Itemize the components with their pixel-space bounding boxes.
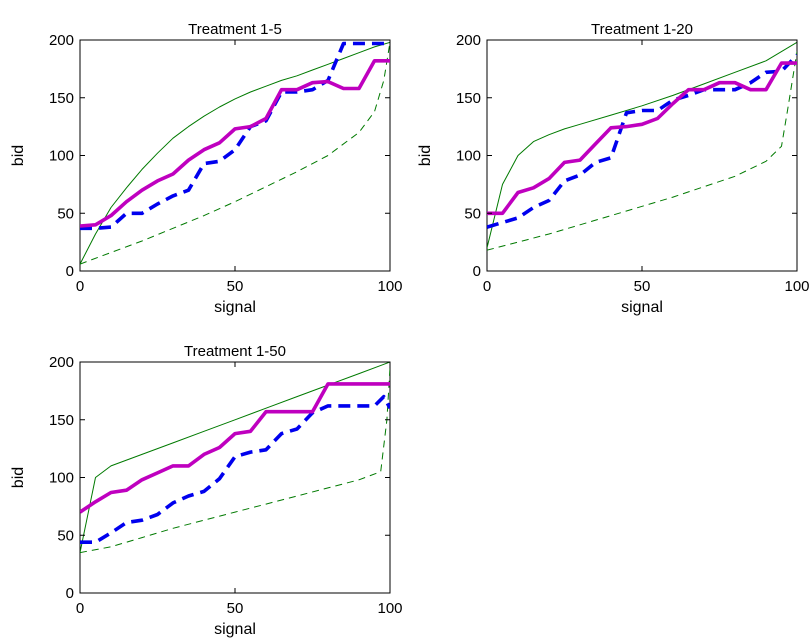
x-tick-label: 0 <box>76 278 84 295</box>
series-line-thin-dashed <box>487 51 797 251</box>
x-tick-label: 100 <box>377 278 402 295</box>
chart-panel-1: 0 50 100 0 50 100 150 200 Treatment 1-5 signal bid <box>10 21 403 316</box>
y-tick-label: 100 <box>456 148 481 165</box>
y-tick-label: 200 <box>456 32 481 49</box>
chart-title: Treatment 1-5 <box>188 21 282 38</box>
series-line-thin-dashed <box>80 367 390 554</box>
x-tick-label: 0 <box>483 278 491 295</box>
y-tick-label: 200 <box>49 354 74 371</box>
y-tick-label: 100 <box>49 470 74 487</box>
x-axis-label: signal <box>214 621 256 638</box>
plot-frame <box>79 361 391 594</box>
y-axis-label: bid <box>10 145 27 166</box>
y-tick-label: 150 <box>49 90 74 107</box>
x-tick-label: 100 <box>377 600 402 617</box>
y-tick-label: 0 <box>66 263 74 280</box>
chart-panel-2: 0 50 100 0 50 100 150 200 Treatment 1-20 signal bi… <box>417 21 810 316</box>
x-tick-label: 50 <box>227 600 244 617</box>
x-axis-label: signal <box>214 299 256 316</box>
chart-panel-3: 0 50 100 0 50 100 150 200 Treatment 1-50 signal bi… <box>10 343 403 638</box>
plot-frame <box>79 39 391 272</box>
chart-title: Treatment 1-50 <box>184 343 286 360</box>
y-axis-label: bid <box>417 145 434 166</box>
chart-title: Treatment 1-20 <box>591 21 693 38</box>
y-tick-label: 0 <box>66 585 74 602</box>
y-tick-label: 0 <box>473 263 481 280</box>
x-tick-label: 100 <box>784 278 809 295</box>
y-tick-label: 50 <box>57 205 74 222</box>
y-tick-label: 100 <box>49 148 74 165</box>
series-line-thick-solid <box>80 382 390 514</box>
series-line-thick-solid <box>80 58 390 228</box>
y-tick-label: 50 <box>464 205 481 222</box>
y-tick-label: 150 <box>456 90 481 107</box>
y-axis-label: bid <box>10 467 27 488</box>
y-tick-label: 50 <box>57 527 74 544</box>
series-line-thick-dashed <box>80 394 390 545</box>
plot-frame <box>486 39 798 272</box>
y-tick-label: 200 <box>49 32 74 49</box>
x-tick-label: 50 <box>227 278 244 295</box>
series-line-thin-dashed <box>80 42 390 265</box>
x-tick-label: 50 <box>634 278 651 295</box>
series-line-thin-solid <box>487 41 797 249</box>
x-tick-label: 0 <box>76 600 84 617</box>
x-axis-label: signal <box>621 299 663 316</box>
series-line-thick-dashed <box>487 53 797 229</box>
series-line-thick-solid <box>487 61 797 216</box>
y-tick-label: 150 <box>49 412 74 429</box>
